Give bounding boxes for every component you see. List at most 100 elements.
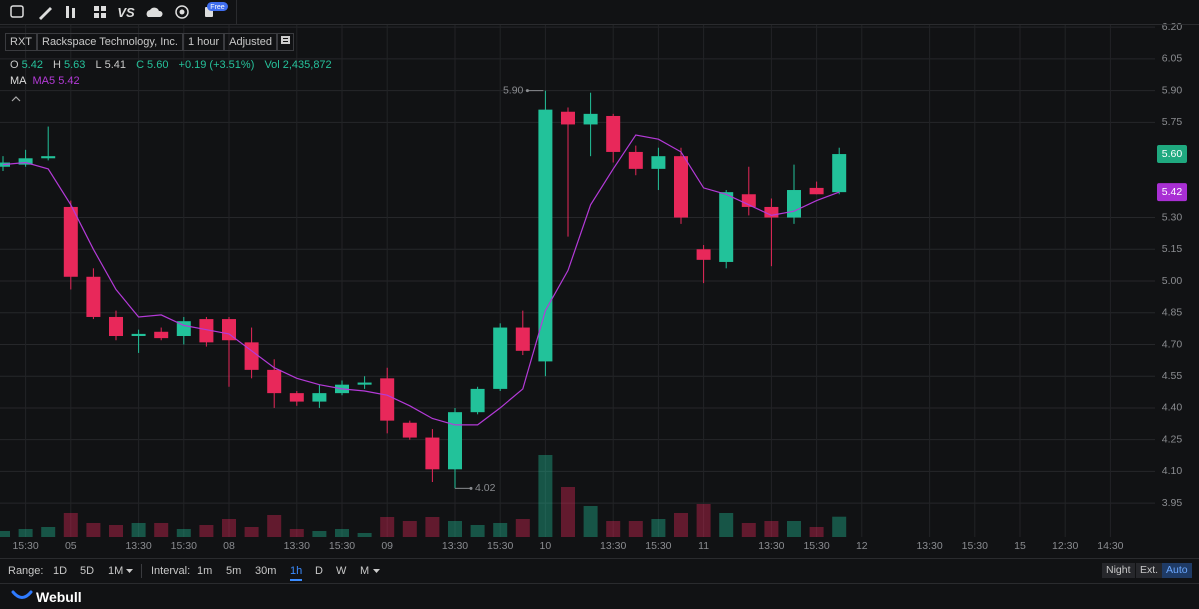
volume-bar (719, 513, 734, 537)
interval-label: Interval: (151, 565, 191, 577)
volume-bar (515, 519, 530, 537)
ma-line (2, 134, 840, 426)
quote: O 5.42 H 5.63 L 5.41 C 5.60 +0.19 (+3.51%) V… (10, 59, 339, 71)
candle-body (18, 158, 33, 165)
ma-label: MA (10, 75, 27, 87)
x-tick-label: 13:30 (758, 540, 784, 552)
candle-body (832, 154, 847, 193)
adjust[interactable]: Adjusted (224, 33, 277, 51)
x-tick-label: 13:30 (125, 540, 151, 552)
chart-icon[interactable] (10, 5, 24, 18)
mode-option[interactable]: Night (1102, 563, 1135, 578)
volume-bar (357, 533, 372, 537)
interval-option[interactable]: 30m (255, 565, 277, 577)
candle-body (357, 382, 372, 385)
candle-body (176, 321, 191, 337)
mode-option-active[interactable]: Auto (1162, 563, 1192, 578)
ma-legend: MA MA5 5.42 (10, 75, 80, 102)
volume-bar (18, 529, 33, 537)
y-tick-label: 4.85 (1162, 307, 1183, 319)
collapse-icon[interactable] (11, 95, 21, 103)
volume-bar (741, 523, 756, 537)
interval-option[interactable]: 5m (226, 565, 242, 577)
candle-body (199, 319, 214, 343)
candle-body (380, 378, 395, 421)
candle-body (606, 115, 621, 152)
volume-bar (628, 521, 643, 537)
x-tick-label: 12:30 (1052, 540, 1078, 552)
candle-body (267, 369, 282, 394)
ma-value: 5.42 (58, 75, 80, 87)
low-value: 5.41 (104, 59, 127, 71)
volume-bar (696, 504, 711, 537)
candle-body (289, 393, 304, 402)
candle-body (41, 156, 56, 159)
price-tag (1157, 145, 1187, 164)
company-name: Rackspace Technology, Inc. (37, 33, 183, 51)
volume-label: Vol (264, 59, 280, 71)
x-tick-label: 13:30 (442, 540, 468, 552)
candle-body (696, 249, 711, 260)
candle-icon-2 (72, 8, 75, 18)
x-tick-label: 08 (223, 540, 235, 552)
change: +0.19 (+3.51%) (178, 59, 255, 71)
settings-icon[interactable] (276, 33, 294, 51)
range-option[interactable]: 1D (53, 565, 68, 577)
x-tick-label: 15:30 (645, 540, 671, 552)
candle-body (515, 327, 530, 351)
separator (141, 564, 142, 578)
interval-option[interactable]: W (336, 565, 347, 577)
range-option[interactable]: 1M (108, 565, 124, 577)
open-value: 5.42 (21, 59, 43, 71)
x-tick-label: 15:30 (803, 540, 829, 552)
candle-body (425, 437, 440, 470)
legend: RXT Rackspace Technology, Inc. 1 hour Ad… (5, 33, 294, 51)
volume-bar (176, 529, 191, 537)
y-tick-label: 4.70 (1162, 338, 1183, 350)
interval-option-active[interactable]: 1h (290, 565, 303, 581)
volume-bar (109, 525, 123, 537)
x-tick-label: 13:30 (284, 540, 310, 552)
volume-bar (267, 515, 282, 537)
x-tick-label: 05 (65, 540, 77, 552)
x-tick-label: 13:30 (916, 540, 942, 552)
compare-icon[interactable]: VS (117, 5, 135, 20)
layout-icon[interactable] (94, 6, 106, 18)
brand-logo (11, 590, 33, 599)
volume-bar (674, 513, 688, 537)
candle-body (312, 393, 327, 402)
volume-bar (380, 517, 395, 537)
cloud-icon[interactable] (146, 7, 163, 17)
candle-body (131, 333, 146, 337)
high-label: 5.90 (503, 84, 524, 96)
volume-bar (538, 455, 553, 537)
volume-bar (402, 521, 417, 537)
toolbar-icons: VS Free (10, 2, 228, 20)
interval-option[interactable]: D (315, 565, 323, 577)
low-marker-dot (469, 486, 473, 490)
x-tick-label: 15:30 (171, 540, 197, 552)
x-tick-label: 15:30 (487, 540, 513, 552)
interval[interactable]: 1 hour (182, 33, 225, 51)
draw-icon[interactable] (39, 7, 52, 20)
x-tick-label: 14:30 (1097, 540, 1123, 552)
interval-option[interactable]: M (360, 565, 370, 577)
high-label: H (53, 59, 61, 71)
range-option[interactable]: 5D (80, 565, 95, 577)
candle-body (448, 412, 462, 470)
mode-option[interactable]: Ext. (1136, 563, 1163, 578)
volume-bar (0, 531, 10, 537)
interval-option[interactable]: 1m (197, 565, 213, 577)
volume-bar (312, 531, 327, 537)
candle-body (538, 109, 553, 362)
y-tick-label: 5.30 (1162, 211, 1183, 223)
volume-bar (493, 523, 508, 537)
target-icon[interactable] (175, 5, 189, 19)
candle-body (809, 187, 824, 195)
candle-icon[interactable] (66, 6, 69, 18)
volume-bar (41, 527, 56, 537)
volume-bar (244, 527, 259, 537)
candle-body (651, 156, 666, 169)
candle-body (109, 316, 123, 337)
y-tick-label: 5.90 (1162, 84, 1183, 96)
